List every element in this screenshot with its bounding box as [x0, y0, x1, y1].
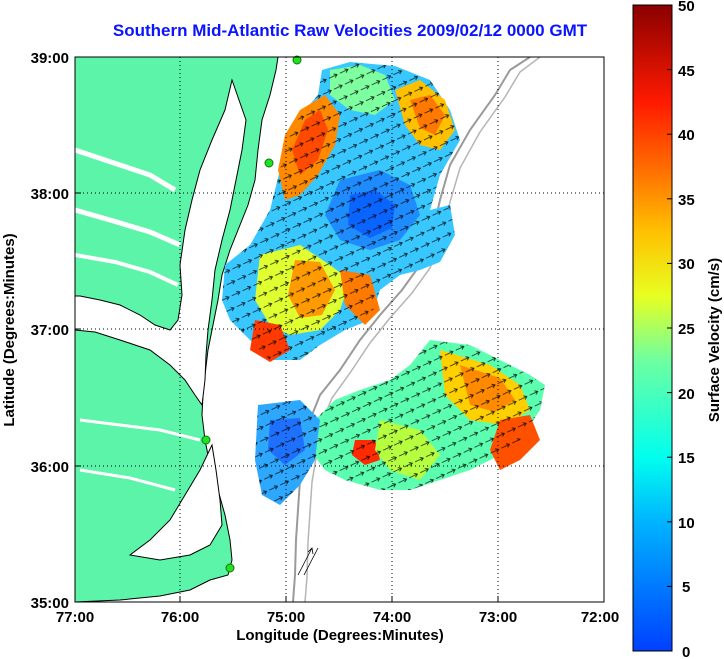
colorbar-label: Surface Velocity (cm/s) — [706, 258, 723, 422]
isobath-1 — [292, 57, 531, 602]
river-1 — [75, 147, 177, 193]
y-tick-label: 38:00 — [31, 186, 69, 203]
x-tick-label: 72:00 — [581, 609, 619, 626]
colorbar-tick-label: 50 — [678, 0, 695, 15]
colorbar-tick-label: 25 — [678, 321, 695, 338]
station-marker — [225, 563, 235, 573]
x-tick-label: 73:00 — [479, 609, 517, 626]
colorbar-tick-label: 10 — [678, 515, 695, 532]
colorbar-tick-label: 0 — [682, 644, 690, 659]
colorbar-tick-label: 15 — [678, 450, 695, 467]
x-tick-labels: 77:00 76:00 75:00 74:00 73:00 72:00 — [56, 609, 619, 626]
colorbar-tick-label: 5 — [682, 579, 690, 596]
colorbar-tick-label: 30 — [678, 256, 695, 273]
colorbar-tick-label: 45 — [678, 63, 695, 80]
colorbar: 50 45 40 35 30 25 20 15 10 5 0 Surface V… — [632, 0, 723, 659]
y-tick-label: 37:00 — [31, 322, 69, 339]
river-4 — [79, 418, 201, 442]
y-tick-labels: 39:00 38:00 37:00 36:00 35:00 — [31, 50, 69, 612]
x-tick-label: 77:00 — [56, 609, 94, 626]
station-marker — [264, 158, 274, 168]
colorbar-tick-label: 35 — [678, 192, 695, 209]
x-tick-label: 76:00 — [161, 609, 199, 626]
station-marker — [201, 435, 211, 445]
velocity-vectors — [222, 62, 545, 505]
colorbar-scale — [632, 4, 673, 652]
colorbar-tick-label: 20 — [678, 386, 695, 403]
x-tick-label: 74:00 — [373, 609, 411, 626]
y-tick-label: 36:00 — [31, 459, 69, 476]
y-tick-label: 39:00 — [31, 50, 69, 67]
colorbar-tick-label: 40 — [678, 127, 695, 144]
sound-water — [128, 443, 223, 561]
river-5 — [79, 468, 176, 492]
y-tick-label: 35:00 — [31, 595, 69, 612]
bay-water — [75, 78, 247, 407]
station-marker — [292, 55, 302, 65]
y-axis-label: Latitude (Degrees:Minutes) — [1, 233, 18, 426]
river-3 — [75, 253, 179, 287]
vector-outlier — [297, 547, 319, 576]
map-title: Southern Mid-Atlantic Raw Velocities 200… — [112, 21, 588, 40]
river-2 — [75, 207, 181, 248]
x-axis-label: Longitude (Degrees:Minutes) — [236, 627, 444, 644]
station-markers — [201, 55, 302, 573]
grid-lines — [75, 57, 604, 602]
isobath-2 — [304, 57, 541, 602]
x-tick-label: 75:00 — [267, 609, 305, 626]
